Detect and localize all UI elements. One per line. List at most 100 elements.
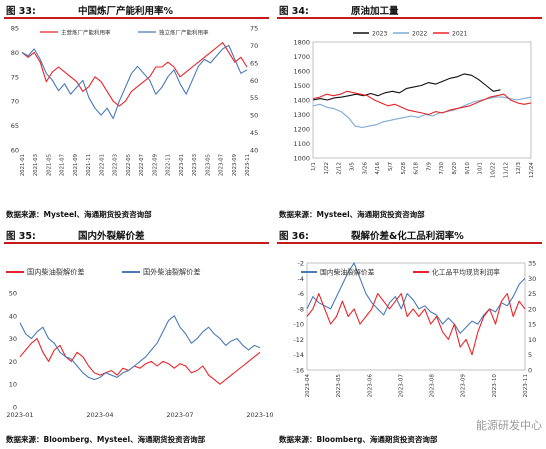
y-tick-label: -14 (293, 351, 304, 359)
source-note: 数据来源：Mysteel、海通期货投资咨询部 (6, 210, 152, 219)
y-tick-label: -6 (298, 290, 304, 298)
y-tick-label: 1200 (293, 126, 310, 134)
panel-crack-spreads: 图 35: 国内外裂解价差 0 10 20 30 40 50 2023-01 2023-04 20… (0, 225, 273, 449)
y-tick-label: -12 (293, 336, 304, 344)
y2-tick-label: 5 (528, 351, 532, 359)
x-tick-label: 2021-05 (46, 154, 52, 176)
x-tick-label: 10/1 (478, 162, 484, 175)
x-tick-label: 7/9 (426, 162, 432, 171)
x-tick-label: 2023-09 (461, 374, 467, 398)
watermark: 能源研发中心 (476, 419, 542, 432)
legend-label-1: 国内柴油裂解价差 (320, 268, 375, 277)
caption-title: 原油加工量 (351, 6, 399, 17)
chart-refinery-utilization: 60 65 70 75 80 85 40 45 50 55 60 65 70 75 2021-01 2021-… (11, 25, 259, 177)
series-line-2 (21, 44, 248, 120)
legend-label-2: 国外柴油裂解价差 (143, 268, 201, 277)
y-tick-label: 60 (11, 147, 19, 155)
x-tick-label: 2022-05 (126, 154, 132, 176)
x-tick-label: 2022-07 (139, 154, 145, 176)
chart-crack-vs-chem-margin: -16 -14 -12 -10 -8 -6 -4 -2 0 5 10 15 20 25 30 35 2023-0… (293, 260, 536, 398)
legend-label-2: 化工品平均现货利润率 (432, 268, 500, 277)
x-tick-label: 2023-11 (523, 374, 529, 398)
y-tick-label: 10 (9, 381, 17, 389)
y-tick-label: 1300 (293, 111, 310, 119)
panel-crude-throughput: 图 34: 原油加工量 1000 1100 1200 1300 1400 1500 1600 1… (273, 0, 546, 224)
legend-label-2: 2022 (412, 31, 427, 38)
y2-tick-label: 15 (528, 321, 536, 329)
x-tick-label: 2023-04 (305, 374, 311, 398)
x-tick-label: 11/12 (503, 162, 509, 178)
y2-tick-label: 35 (528, 260, 536, 268)
x-tick-label: 2022-01 (99, 154, 105, 176)
y2-tick-label: 10 (528, 336, 536, 344)
legend-label-3: 2021 (452, 31, 467, 38)
chart-crack-spreads: 0 10 20 30 40 50 2023-01 2023-04 2023-07 2023-10 国… (6, 268, 273, 419)
x-tick-label: 2023-07 (166, 411, 193, 419)
x-tick-label: 2023-11 (245, 154, 251, 176)
x-tick-label: 2/12 (337, 162, 343, 175)
caption-rule (4, 242, 269, 244)
x-tick-label: 2021-07 (60, 154, 66, 176)
y2-tick-label: 70 (250, 42, 258, 50)
x-tick-label: 2023-09 (232, 154, 238, 176)
series-line-3 (312, 90, 532, 116)
y-tick-label: 0 (13, 404, 17, 412)
y-tick-label: 1800 (293, 39, 310, 47)
x-tick-label: 6/18 (414, 162, 420, 175)
chart-crude-throughput: 1000 1100 1200 1300 1400 1500 1600 1700 1800 1/1 1… (293, 31, 535, 179)
x-tick-label: 3/26 (362, 162, 368, 175)
y-tick-label: 30 (9, 335, 17, 343)
y-tick-label: 1500 (293, 82, 310, 90)
caption-rule (4, 17, 269, 19)
y2-tick-label: 65 (250, 59, 258, 67)
y2-tick-label: 50 (250, 112, 258, 120)
x-tick-label: 2023-10 (492, 374, 498, 398)
y-tick-label: 1100 (293, 140, 310, 148)
x-tick-label: 2021-11 (86, 154, 92, 176)
x-tick-label: 4/16 (375, 162, 381, 175)
y2-tick-label: 60 (250, 77, 258, 85)
series-line-2 (306, 293, 526, 356)
x-tick-label: 2023-03 (192, 154, 198, 176)
x-tick-label: 10/22 (491, 162, 497, 178)
y2-tick-label: 40 (250, 147, 258, 155)
x-tick-label: 12/3 (516, 162, 522, 175)
x-tick-label: 2023-07 (398, 374, 404, 398)
legend-label-2: 独立炼厂产能利用率 (159, 29, 209, 37)
y2-tick-label: 0 (528, 367, 532, 375)
x-tick-label: 2023-06 (367, 374, 373, 398)
caption-title: 中国炼厂产能利用率% (78, 6, 174, 17)
y-tick-label: 40 (9, 312, 17, 320)
x-tick-label: 8/20 (452, 162, 458, 175)
y-tick-label: -2 (298, 260, 304, 268)
x-tick-label: 1/22 (324, 162, 330, 175)
x-tick-label: 2021-09 (73, 154, 79, 176)
y-tick-label: 75 (11, 73, 19, 81)
series-line-2 (312, 96, 532, 129)
y-tick-label: 1700 (293, 53, 310, 61)
x-tick-label: 2023-01 (179, 154, 185, 176)
x-tick-label: 2023-08 (430, 374, 436, 398)
caption-rule (277, 242, 542, 244)
y-tick-label: -10 (293, 321, 304, 329)
series-line-1 (21, 42, 248, 107)
source-note: 数据来源：Bloomberg、海通期货投资咨询部 (279, 435, 438, 444)
plot-frame (312, 41, 532, 159)
x-tick-label: 2023-10 (246, 411, 273, 419)
caption-rule (277, 17, 542, 19)
x-tick-label: 1/1 (311, 162, 317, 171)
panel-crack-vs-chem-margin: 图 36: 裂解价差&化工品利润率% -16 -14 -12 -10 -8 -6 -4 -2 0 5… (273, 225, 546, 449)
x-tick-label: 2021-03 (33, 154, 39, 176)
y-tick-label: -8 (298, 305, 304, 313)
x-tick-label: 5/28 (401, 162, 407, 175)
y-tick-label: 1000 (293, 155, 310, 163)
x-tick-label: 9/10 (465, 162, 471, 175)
x-tick-label: 7/30 (439, 162, 445, 175)
y-tick-label: 85 (11, 25, 19, 33)
x-tick-label: 12/24 (529, 162, 535, 179)
y2-tick-label: 55 (250, 94, 258, 102)
y-tick-label: 1600 (293, 68, 310, 76)
y2-tick-label: 75 (250, 25, 258, 33)
x-tick-label: 2023-01 (6, 411, 33, 419)
y-tick-label: 20 (9, 358, 17, 366)
